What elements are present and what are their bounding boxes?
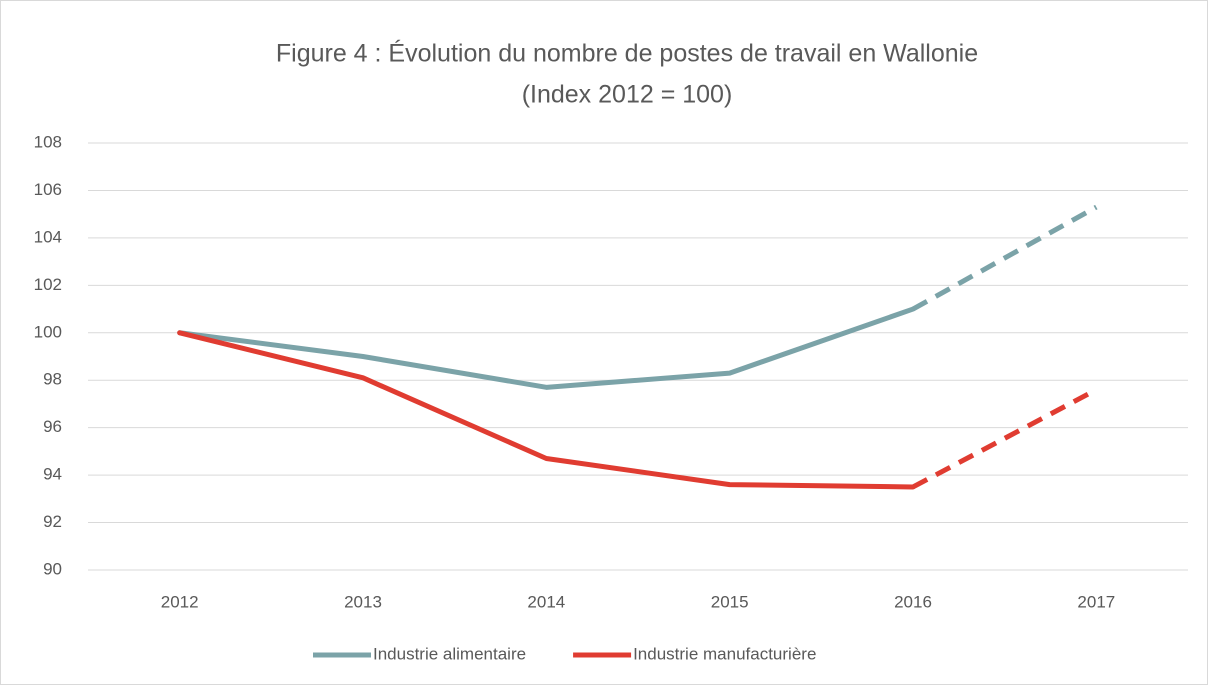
x-tick-label: 2017 [1077,592,1115,611]
y-tick-label: 98 [43,370,62,389]
series-line-dashed [911,204,1098,312]
x-tick-label: 2015 [711,592,749,611]
y-tick-label: 106 [34,180,62,199]
x-tick-label: 2013 [344,592,382,611]
y-tick-label: 102 [34,275,62,294]
y-tick-label: 100 [34,322,62,341]
y-tick-label: 96 [43,417,62,436]
legend-label: Industrie alimentaire [373,644,526,663]
chart-title: Figure 4 : Évolution du nombre de postes… [276,39,978,68]
x-tick-label: 2014 [527,592,565,611]
series-line-dashed [911,387,1098,490]
y-tick-label: 94 [43,465,62,484]
y-tick-label: 90 [43,559,62,578]
y-tick-label: 108 [34,132,62,151]
x-tick-label: 2012 [161,592,199,611]
x-tick-label: 2016 [894,592,932,611]
chart-subtitle: (Index 2012 = 100) [522,81,733,109]
legend-label: Industrie manufacturière [633,644,816,663]
series-line [177,306,916,390]
y-tick-label: 92 [43,512,62,531]
y-tick-label: 104 [34,227,62,246]
series-line [177,330,916,490]
